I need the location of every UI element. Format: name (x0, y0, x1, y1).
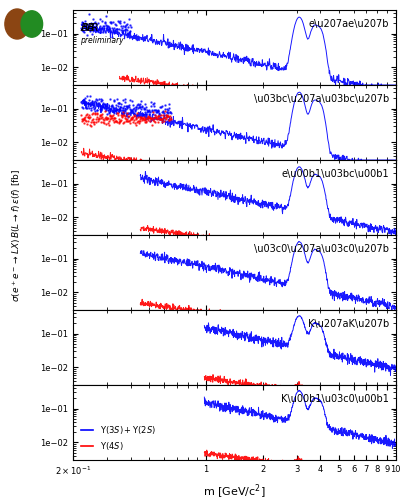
Text: e\u207ae\u207b: e\u207ae\u207b (309, 19, 389, 29)
X-axis label: m [GeV/c$^2$]: m [GeV/c$^2$] (203, 483, 266, 500)
Text: \u03c0\u207a\u03c0\u207b: \u03c0\u207a\u03c0\u207b (254, 244, 389, 254)
Legend: $\Upsilon(3S)+\Upsilon(2S)$, $\Upsilon(4S)$: $\Upsilon(3S)+\Upsilon(2S)$, $\Upsilon(4… (78, 421, 160, 456)
Text: K\u00b1\u03c0\u00b1: K\u00b1\u03c0\u00b1 (282, 394, 389, 404)
Text: \u03bc\u207a\u03bc\u207b: \u03bc\u207a\u03bc\u207b (254, 94, 389, 104)
Text: $\sigma(e^+e^-\rightarrow LX)\,B(L\rightarrow f)\,\varepsilon(f)$ [fb]: $\sigma(e^+e^-\rightarrow LX)\,B(L\right… (10, 168, 23, 302)
Circle shape (5, 9, 29, 39)
Text: e\u00b1\u03bc\u00b1: e\u00b1\u03bc\u00b1 (282, 169, 389, 179)
Text: $\mathbf{\mathit{B}\!\!\!\!\mathit{A}\!\mathit{B}\!\!\!\!\mathit{A}\!\!\mathit{R: $\mathbf{\mathit{B}\!\!\!\!\mathit{A}\!\… (80, 21, 100, 33)
Text: K\u207aK\u207b: K\u207aK\u207b (308, 319, 389, 329)
Circle shape (21, 11, 42, 37)
Text: preliminary: preliminary (80, 36, 124, 46)
